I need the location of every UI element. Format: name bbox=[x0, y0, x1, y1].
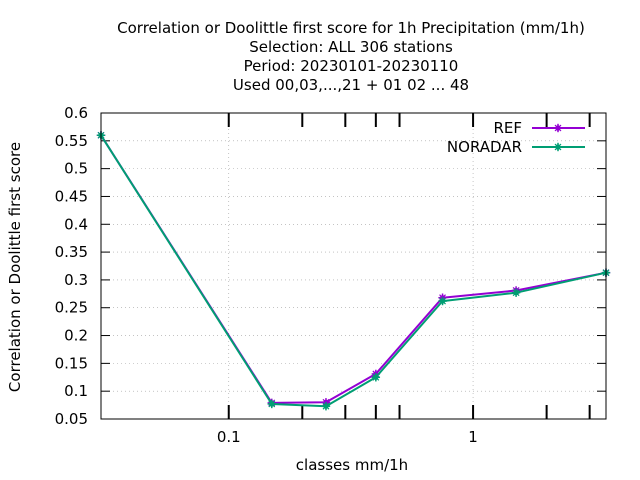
y-tick-label: 0.45 bbox=[55, 187, 88, 205]
data-point bbox=[438, 296, 447, 306]
data-point bbox=[553, 142, 563, 152]
x-tick-label: 0.1 bbox=[217, 428, 241, 446]
title-line: Period: 20230101-20230110 bbox=[244, 57, 459, 75]
y-axis-label: Correlation or Doolittle first score bbox=[6, 142, 24, 392]
data-point bbox=[553, 123, 563, 133]
y-tick-label: 0.5 bbox=[64, 160, 88, 178]
series bbox=[96, 131, 611, 411]
data-point bbox=[321, 402, 331, 411]
y-tick-label: 0.4 bbox=[64, 215, 88, 233]
y-tick-label: 0.15 bbox=[55, 354, 88, 372]
y-tick-label: 0.3 bbox=[64, 271, 88, 289]
plot-frame bbox=[100, 112, 607, 420]
title-line: Used 00,03,...,21 + 01 02 ... 48 bbox=[233, 76, 469, 94]
y-tick-label: 0.05 bbox=[55, 410, 88, 428]
legend-label: REF bbox=[493, 119, 522, 137]
axis-ticks: 0.05 0.1 0.15 0.2 0.25 0.3 0.35 0.4 0.45 0.5 0.55 0… bbox=[55, 104, 606, 446]
y-tick-label: 0.25 bbox=[55, 299, 88, 317]
y-tick-label: 0.6 bbox=[64, 104, 88, 122]
x-tick-label: 1 bbox=[468, 428, 478, 446]
legend-label: NORADAR bbox=[447, 138, 522, 156]
title-line: Selection: ALL 306 stations bbox=[249, 38, 453, 56]
y-tick-label: 0.35 bbox=[55, 243, 88, 261]
grid bbox=[101, 113, 606, 419]
series-line bbox=[100, 134, 607, 404]
x-axis-label: classes mm/1h bbox=[296, 456, 408, 474]
y-tick-label: 0.1 bbox=[64, 382, 88, 400]
data-point bbox=[511, 288, 521, 297]
y-tick-label: 0.2 bbox=[64, 327, 88, 345]
y-tick-label: 0.55 bbox=[55, 132, 88, 150]
data-point bbox=[267, 399, 276, 409]
title-line: Correlation or Doolittle first score for… bbox=[117, 19, 585, 37]
series-line bbox=[100, 134, 607, 408]
data-point bbox=[371, 373, 381, 382]
chart-title: Correlation or Doolittle first score for… bbox=[117, 19, 585, 94]
